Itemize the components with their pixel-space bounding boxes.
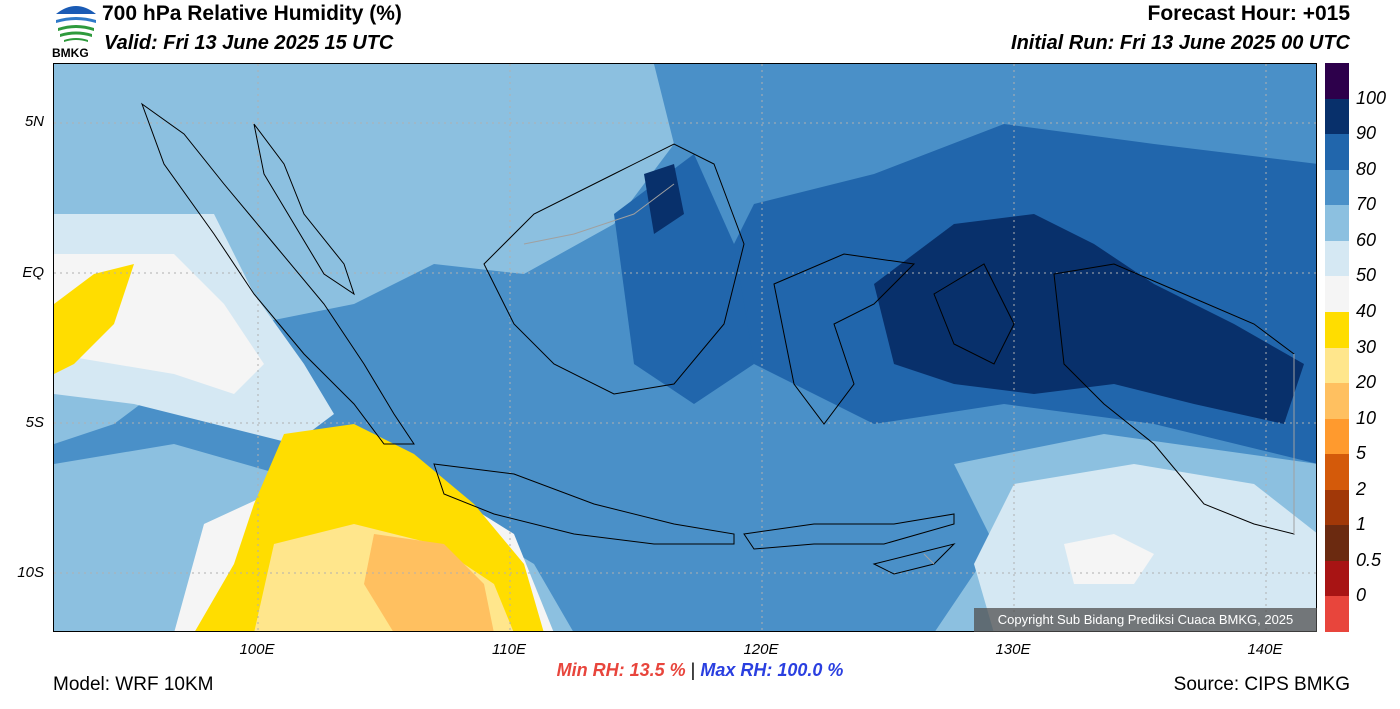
- copyright-banner: Copyright Sub Bidang Prediksi Cuaca BMKG…: [974, 608, 1317, 632]
- forecast-hour: Forecast Hour: +015: [1147, 2, 1351, 25]
- colorbar-label: 20: [1356, 372, 1377, 393]
- lon-label-130e: 130E: [995, 641, 1031, 658]
- rh-80-90-region-central: [614, 154, 754, 404]
- coastlines: [140, 102, 1295, 575]
- lat-label-eq: EQ: [22, 264, 44, 281]
- papua-coast: [1053, 263, 1295, 535]
- colorbar-swatch: [1325, 169, 1349, 206]
- colorbar-label: 50: [1356, 265, 1377, 286]
- borders: [523, 183, 1295, 565]
- colorbar-swatch: [1325, 134, 1349, 170]
- model-label: Model: WRF 10KM: [53, 674, 214, 695]
- colorbar-label: 0.5: [1356, 549, 1382, 570]
- source-label: Source: CIPS BMKG: [1173, 674, 1350, 695]
- rh-50-60-region-se: [974, 464, 1316, 631]
- lon-label-120e: 120E: [743, 641, 779, 658]
- colorbar-swatch: [1325, 418, 1349, 455]
- colorbar-swatch: [1325, 383, 1349, 419]
- colorbar-swatch: [1325, 489, 1349, 526]
- min-rh: Min RH: 13.5 %: [556, 660, 686, 680]
- max-rh: Max RH: 100.0 %: [700, 660, 844, 680]
- timor-border: [923, 553, 935, 565]
- colorbar-label: 10: [1356, 407, 1377, 428]
- colorbar-swatch: [1325, 311, 1349, 348]
- sumatra-coast: [140, 102, 415, 445]
- timor-coast: [872, 543, 956, 575]
- stats-separator: |: [690, 660, 696, 680]
- rh-40-50-region-se: [1064, 534, 1154, 584]
- maluku-coast: [933, 263, 1015, 365]
- colorbar-label: 0: [1356, 585, 1367, 606]
- colorbar-label: 100: [1356, 87, 1387, 108]
- colorbar-swatch: [1325, 596, 1349, 632]
- lat-label-5n: 5N: [24, 113, 44, 130]
- colorbar-swatch: [1325, 560, 1349, 597]
- colorbar-label: 70: [1356, 194, 1377, 215]
- rh-90-100-region-east: [874, 214, 1304, 424]
- lat-label-10s: 10S: [17, 564, 44, 581]
- bmkg-logo: [52, 0, 100, 60]
- valid-time: Valid: Fri 13 June 2025 15 UTC: [104, 32, 394, 54]
- nusa-tenggara-coast: [743, 513, 955, 550]
- rh-90-100-region-north: [644, 164, 684, 234]
- colorbar-label: 1: [1356, 514, 1367, 535]
- colorbar-label: 2: [1356, 478, 1367, 499]
- java-coast: [433, 463, 735, 545]
- grid-lines: [54, 64, 1316, 631]
- lon-label-110e: 110E: [492, 641, 526, 658]
- colorbar-swatch: [1325, 98, 1349, 135]
- borneo-coast: [483, 143, 745, 395]
- colorbar-label: 80: [1356, 158, 1377, 179]
- initial-run: Initial Run: Fri 13 June 2025 00 UTC: [1011, 32, 1350, 54]
- colorbar-label: 30: [1356, 336, 1377, 357]
- colorbar-label: 40: [1356, 300, 1377, 321]
- colorbar-label: 90: [1356, 123, 1377, 144]
- rh-stats: Min RH: 13.5 % | Max RH: 100.0 %: [0, 660, 1400, 681]
- colorbar-swatch: [1325, 276, 1349, 312]
- colorbar: [1325, 63, 1349, 632]
- lon-label-100e: 100E: [239, 641, 275, 658]
- colorbar-label: 60: [1356, 229, 1377, 250]
- rh-10-20-region: [364, 534, 494, 631]
- colorbar-swatch: [1325, 205, 1349, 241]
- colorbar-swatch: [1325, 347, 1349, 384]
- rh-30-40-region-west: [54, 264, 134, 374]
- colorbar-swatch: [1325, 240, 1349, 277]
- borneo-border: [523, 183, 675, 245]
- map-svg: [54, 64, 1316, 631]
- humidity-map: [53, 63, 1317, 632]
- colorbar-label: 5: [1356, 443, 1367, 464]
- sulawesi-coast: [773, 253, 916, 425]
- lon-label-140e: 140E: [1247, 641, 1283, 658]
- lat-label-5s: 5S: [25, 414, 44, 431]
- colorbar-swatch: [1325, 63, 1349, 99]
- chart-title: 700 hPa Relative Humidity (%): [102, 2, 402, 25]
- malay-peninsula-coast: [253, 123, 355, 296]
- logo-text: BMKG: [52, 46, 89, 60]
- colorbar-swatch: [1325, 454, 1349, 490]
- colorbar-swatch: [1325, 525, 1349, 561]
